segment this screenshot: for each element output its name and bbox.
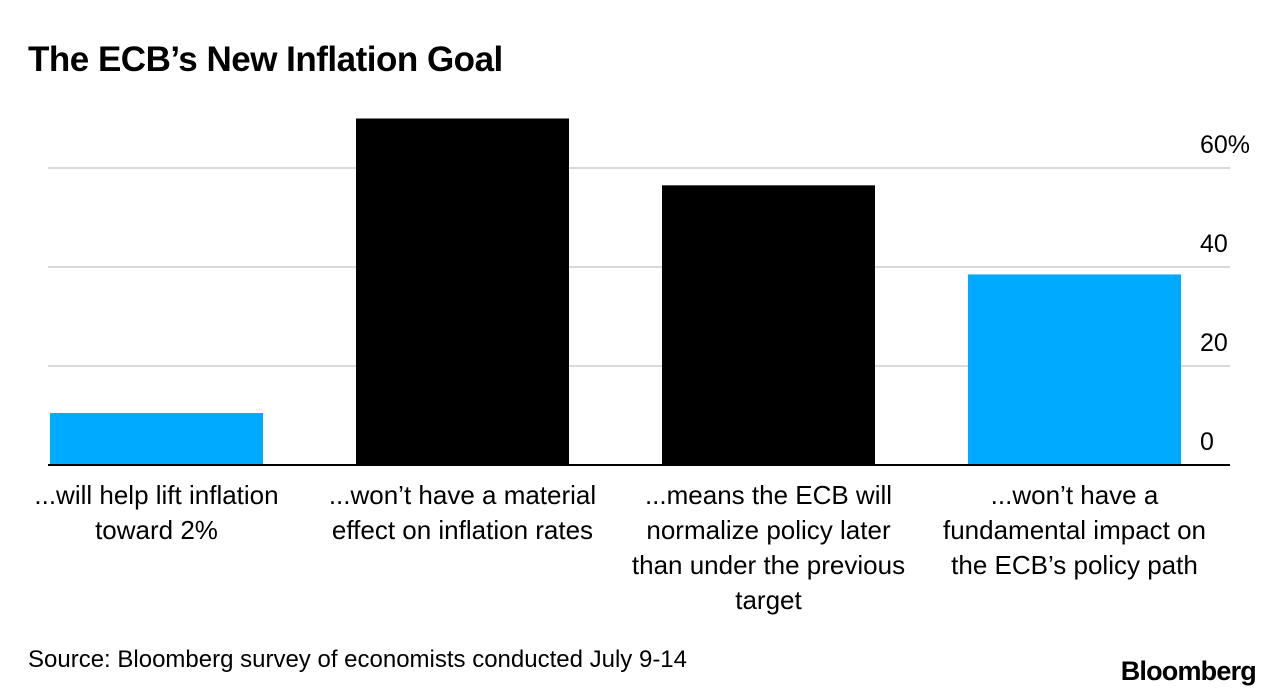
category-label: ...will help lift inflation toward 2% <box>34 480 279 545</box>
bar-2 <box>356 118 569 465</box>
y-tick-label: 40 <box>1200 230 1228 258</box>
bar-4 <box>968 274 1181 465</box>
bar-1 <box>50 413 263 465</box>
y-tick-label: 20 <box>1200 329 1228 357</box>
y-tick-label: 0 <box>1200 428 1214 456</box>
chart-title: The ECB’s New Inflation Goal <box>28 40 503 79</box>
source-note: Source: Bloomberg survey of economists c… <box>28 646 688 673</box>
y-tick-label: 60% <box>1200 131 1250 159</box>
category-label: ...won’t have a fundamental impact on th… <box>942 480 1207 580</box>
category-label: ...means the ECB will normalize policy l… <box>631 480 906 615</box>
category-label: ...won’t have a material effect on infla… <box>328 480 597 545</box>
brand-logo: Bloomberg <box>1120 656 1257 686</box>
bar-3 <box>662 185 875 465</box>
